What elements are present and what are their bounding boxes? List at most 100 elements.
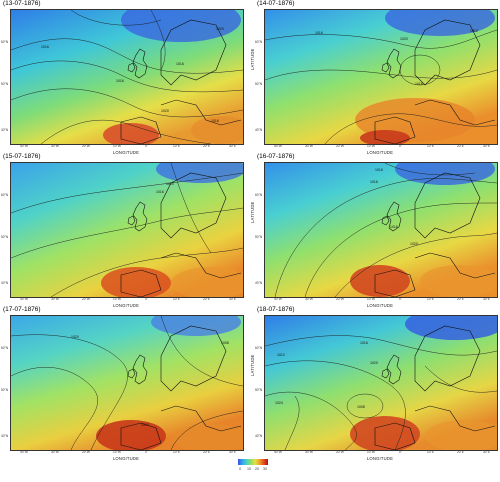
x-axis-label: LONGITUDE xyxy=(366,150,394,155)
x-tick-label: 30°E xyxy=(229,144,236,148)
pressure-temperature-map: 1020 1008 1012 xyxy=(10,315,244,451)
x-tick-label: 0° xyxy=(145,144,149,148)
x-tick-label: 20°E xyxy=(457,450,464,454)
isobar-label: 1020 xyxy=(71,335,79,339)
y-tick-label: 50°N xyxy=(255,82,263,86)
x-tick-label: 30°W xyxy=(305,144,313,148)
map-graphic: 1020 1016 xyxy=(11,163,243,297)
isobar-label: 1008 xyxy=(357,405,365,409)
y-axis-label: LATITUDE xyxy=(0,201,1,223)
isobar-label: 1016 xyxy=(415,82,423,86)
x-tick-label: 30°W xyxy=(51,144,59,148)
isobar-label: 1012 xyxy=(277,353,285,357)
y-tick-label: 60°N xyxy=(1,40,9,44)
y-tick-label: 60°N xyxy=(255,346,263,350)
isobar-label: 1016 xyxy=(41,45,49,49)
map-panel-4: (16-07-1876) LATITUDE 60°N 50°N 40°N xyxy=(250,153,500,309)
map-panel-2: (14-07-1876) LATITUDE 60°N 50°N 40°N xyxy=(250,0,500,156)
panel-date-label: (16-07-1876) xyxy=(257,153,295,160)
y-axis-label: LATITUDE xyxy=(250,48,255,70)
x-tick-label: 10°E xyxy=(427,297,434,301)
x-tick-label: 30°E xyxy=(483,450,490,454)
map-graphic: 1016 1016 1016 1020 xyxy=(265,163,497,297)
x-tick-label: 40°W xyxy=(20,144,28,148)
y-tick-label: 40°N xyxy=(255,128,263,132)
isobar-label: 1020 xyxy=(161,109,169,113)
y-tick-label: 60°N xyxy=(1,193,9,197)
y-tick-label: 50°N xyxy=(255,388,263,392)
map-graphic: 1016 1016 1016 1020 1020 1016 xyxy=(11,10,243,144)
x-tick-label: 0° xyxy=(399,297,403,301)
x-axis-label: LONGITUDE xyxy=(112,303,140,308)
isobar-label: 1024 xyxy=(275,401,283,405)
y-tick-label: 50°N xyxy=(1,388,9,392)
y-axis-label: LATITUDE xyxy=(250,201,255,223)
legend-tick-label: 30 xyxy=(263,467,267,471)
y-axis-label: LATITUDE xyxy=(250,354,255,376)
color-scale-bar xyxy=(238,459,268,465)
map-panel-5: (17-07-1876) LATITUDE 60°N 50°N 40°N xyxy=(0,306,246,462)
x-tick-label: 10°W xyxy=(367,144,375,148)
y-axis-label: LATITUDE xyxy=(0,48,1,70)
x-axis-label: LONGITUDE xyxy=(112,456,140,461)
isobar-label: 1016 xyxy=(211,119,219,123)
isobar-label: 1012 xyxy=(141,423,149,427)
x-tick-label: 20°W xyxy=(336,144,344,148)
pressure-temperature-map: 1016 1020 1016 1012 xyxy=(264,9,498,145)
isobar-label: 1012 xyxy=(470,29,478,33)
x-tick-label: 10°W xyxy=(367,450,375,454)
x-axis-label: LONGITUDE xyxy=(366,303,394,308)
isobar-label: 1016 xyxy=(116,79,124,83)
x-tick-label: 20°E xyxy=(203,450,210,454)
x-tick-label: 0° xyxy=(399,144,403,148)
isobar-label: 1016 xyxy=(370,180,378,184)
isobar-label: 1016 xyxy=(315,31,323,35)
x-axis-label: LONGITUDE xyxy=(112,150,140,155)
isobar-label: 1016 xyxy=(390,225,398,229)
pressure-temperature-map: 1016 1016 1016 1020 xyxy=(264,162,498,298)
x-tick-label: 10°W xyxy=(367,297,375,301)
x-tick-label: 10°E xyxy=(427,450,434,454)
x-tick-label: 10°E xyxy=(173,144,180,148)
isobar-label: 1020 xyxy=(400,37,408,41)
y-tick-label: 60°N xyxy=(255,193,263,197)
x-tick-label: 30°E xyxy=(483,297,490,301)
panel-date-label: (13-07-1876) xyxy=(3,0,41,7)
y-tick-label: 40°N xyxy=(1,281,9,285)
y-tick-label: 50°N xyxy=(255,235,263,239)
y-tick-label: 50°N xyxy=(1,235,9,239)
x-tick-label: 20°W xyxy=(82,297,90,301)
pressure-temperature-map: 1016 1016 1016 1020 1020 1016 xyxy=(10,9,244,145)
legend-tick-label: 10 xyxy=(247,467,251,471)
x-tick-label: 30°W xyxy=(305,450,313,454)
x-tick-label: 20°W xyxy=(82,144,90,148)
isobar-label: 1020 xyxy=(166,182,174,186)
x-tick-label: 10°E xyxy=(173,450,180,454)
isobar-label: 1016 xyxy=(375,168,383,172)
y-tick-label: 60°N xyxy=(1,346,9,350)
y-tick-label: 40°N xyxy=(1,434,9,438)
isobar-label: 1020 xyxy=(216,27,224,31)
map-graphic: 1020 1008 1012 xyxy=(11,316,243,450)
x-axis-label: LONGITUDE xyxy=(366,456,394,461)
x-tick-label: 30°W xyxy=(305,297,313,301)
legend-tick-label: 20 xyxy=(255,467,259,471)
temperature-color-legend: 0 10 20 30 xyxy=(238,459,268,479)
x-tick-label: 20°E xyxy=(203,144,210,148)
x-tick-label: 10°E xyxy=(427,144,434,148)
x-tick-label: 0° xyxy=(399,450,403,454)
x-tick-label: 0° xyxy=(145,297,149,301)
y-axis-label: LATITUDE xyxy=(0,354,1,376)
x-tick-label: 30°E xyxy=(229,450,236,454)
x-tick-label: 20°E xyxy=(203,297,210,301)
x-tick-label: 10°W xyxy=(113,450,121,454)
x-tick-label: 10°W xyxy=(113,144,121,148)
x-tick-label: 40°W xyxy=(274,297,282,301)
y-tick-label: 40°N xyxy=(255,434,263,438)
map-panel-3: (15-07-1876) LATITUDE 60°N 50°N 40°N xyxy=(0,153,246,309)
x-tick-label: 40°W xyxy=(20,297,28,301)
panel-date-label: (18-07-1876) xyxy=(257,306,295,313)
x-tick-label: 20°W xyxy=(336,297,344,301)
x-tick-label: 20°E xyxy=(457,297,464,301)
isobar-label: 1016 xyxy=(360,341,368,345)
